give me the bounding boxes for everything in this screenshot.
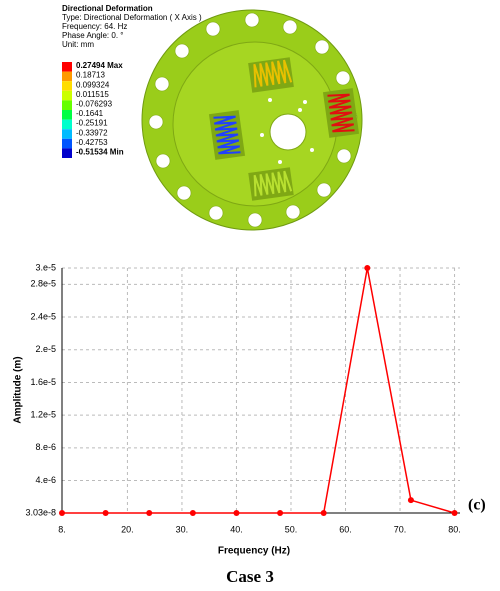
figure: Directional Deformation Type: Directiona…	[0, 0, 500, 591]
legend-level: -0.51534 Min	[76, 148, 124, 157]
legend-level: -0.42753	[76, 138, 108, 147]
legend-swatch	[62, 72, 72, 82]
y-tick-label: 1.6e-5	[30, 377, 56, 387]
legend-info: Unit: mm	[62, 40, 94, 49]
data-point	[364, 265, 370, 271]
legend-swatch	[62, 91, 72, 101]
page: Directional Deformation Type: Directiona…	[0, 0, 500, 591]
legend-title: Directional Deformation	[62, 4, 153, 13]
legend-swatch	[62, 139, 72, 149]
x-tick-label: 20.	[121, 524, 134, 534]
legend-swatch	[62, 100, 72, 110]
data-point	[408, 497, 414, 503]
y-tick-label: 2.8e-5	[30, 279, 56, 289]
legend-level: 0.18713	[76, 71, 105, 80]
legend-info: Type: Directional Deformation ( X Axis )	[62, 13, 202, 22]
data-point	[190, 510, 196, 516]
legend-swatch	[62, 148, 72, 158]
data-point	[321, 510, 327, 516]
data-point	[103, 510, 109, 516]
y-axis-label: Amplitude (m)	[13, 356, 24, 423]
x-tick-label: 30.	[176, 524, 189, 534]
x-axis-label: Frequency (Hz)	[218, 546, 290, 557]
x-tick-label: 40.	[230, 524, 243, 534]
panel-label: (c)	[468, 497, 486, 514]
legend-swatch	[62, 129, 72, 139]
y-tick-label: 1.2e-5	[30, 410, 56, 420]
legend-level: -0.33972	[76, 128, 108, 137]
x-tick-label: 50.	[285, 524, 298, 534]
chart: Frequency (Hz) Amplitude (m) 3.03e-8 4.e-…	[13, 262, 461, 556]
x-tick-label: 8.	[58, 524, 66, 534]
fea-model	[142, 10, 362, 230]
y-tick-label: 2.4e-5	[30, 311, 56, 321]
y-tick-label: 2.e-5	[35, 344, 56, 354]
y-tick-label: 3.e-5	[35, 262, 56, 272]
legend-swatch	[62, 120, 72, 130]
legend-level: 0.011515	[76, 90, 109, 99]
legend-level: -0.076293	[76, 100, 113, 109]
legend-swatch	[62, 62, 72, 72]
data-point	[277, 510, 283, 516]
legend-level: -0.25191	[76, 119, 108, 128]
caption: Case 3	[226, 567, 274, 586]
x-tick-label: 70.	[394, 524, 407, 534]
y-tick-label: 8.e-6	[35, 442, 56, 452]
legend-info: Frequency: 64. Hz	[62, 22, 127, 31]
legend-level: 0.099324	[76, 80, 110, 89]
data-line	[62, 268, 455, 513]
x-tick-label: 60.	[339, 524, 352, 534]
legend-swatch	[62, 110, 72, 120]
data-point	[146, 510, 152, 516]
legend-level: -0.1641	[76, 109, 104, 118]
legend-swatch	[62, 81, 72, 91]
legend-info: Phase Angle: 0. °	[62, 31, 123, 40]
y-tick-label: 3.03e-8	[25, 507, 56, 517]
data-point	[59, 510, 65, 516]
y-tick-label: 4.e-6	[35, 475, 56, 485]
x-tick-label: 80.	[448, 524, 461, 534]
data-point	[452, 510, 458, 516]
data-point	[233, 510, 239, 516]
legend-level: 0.27494 Max	[76, 61, 123, 70]
